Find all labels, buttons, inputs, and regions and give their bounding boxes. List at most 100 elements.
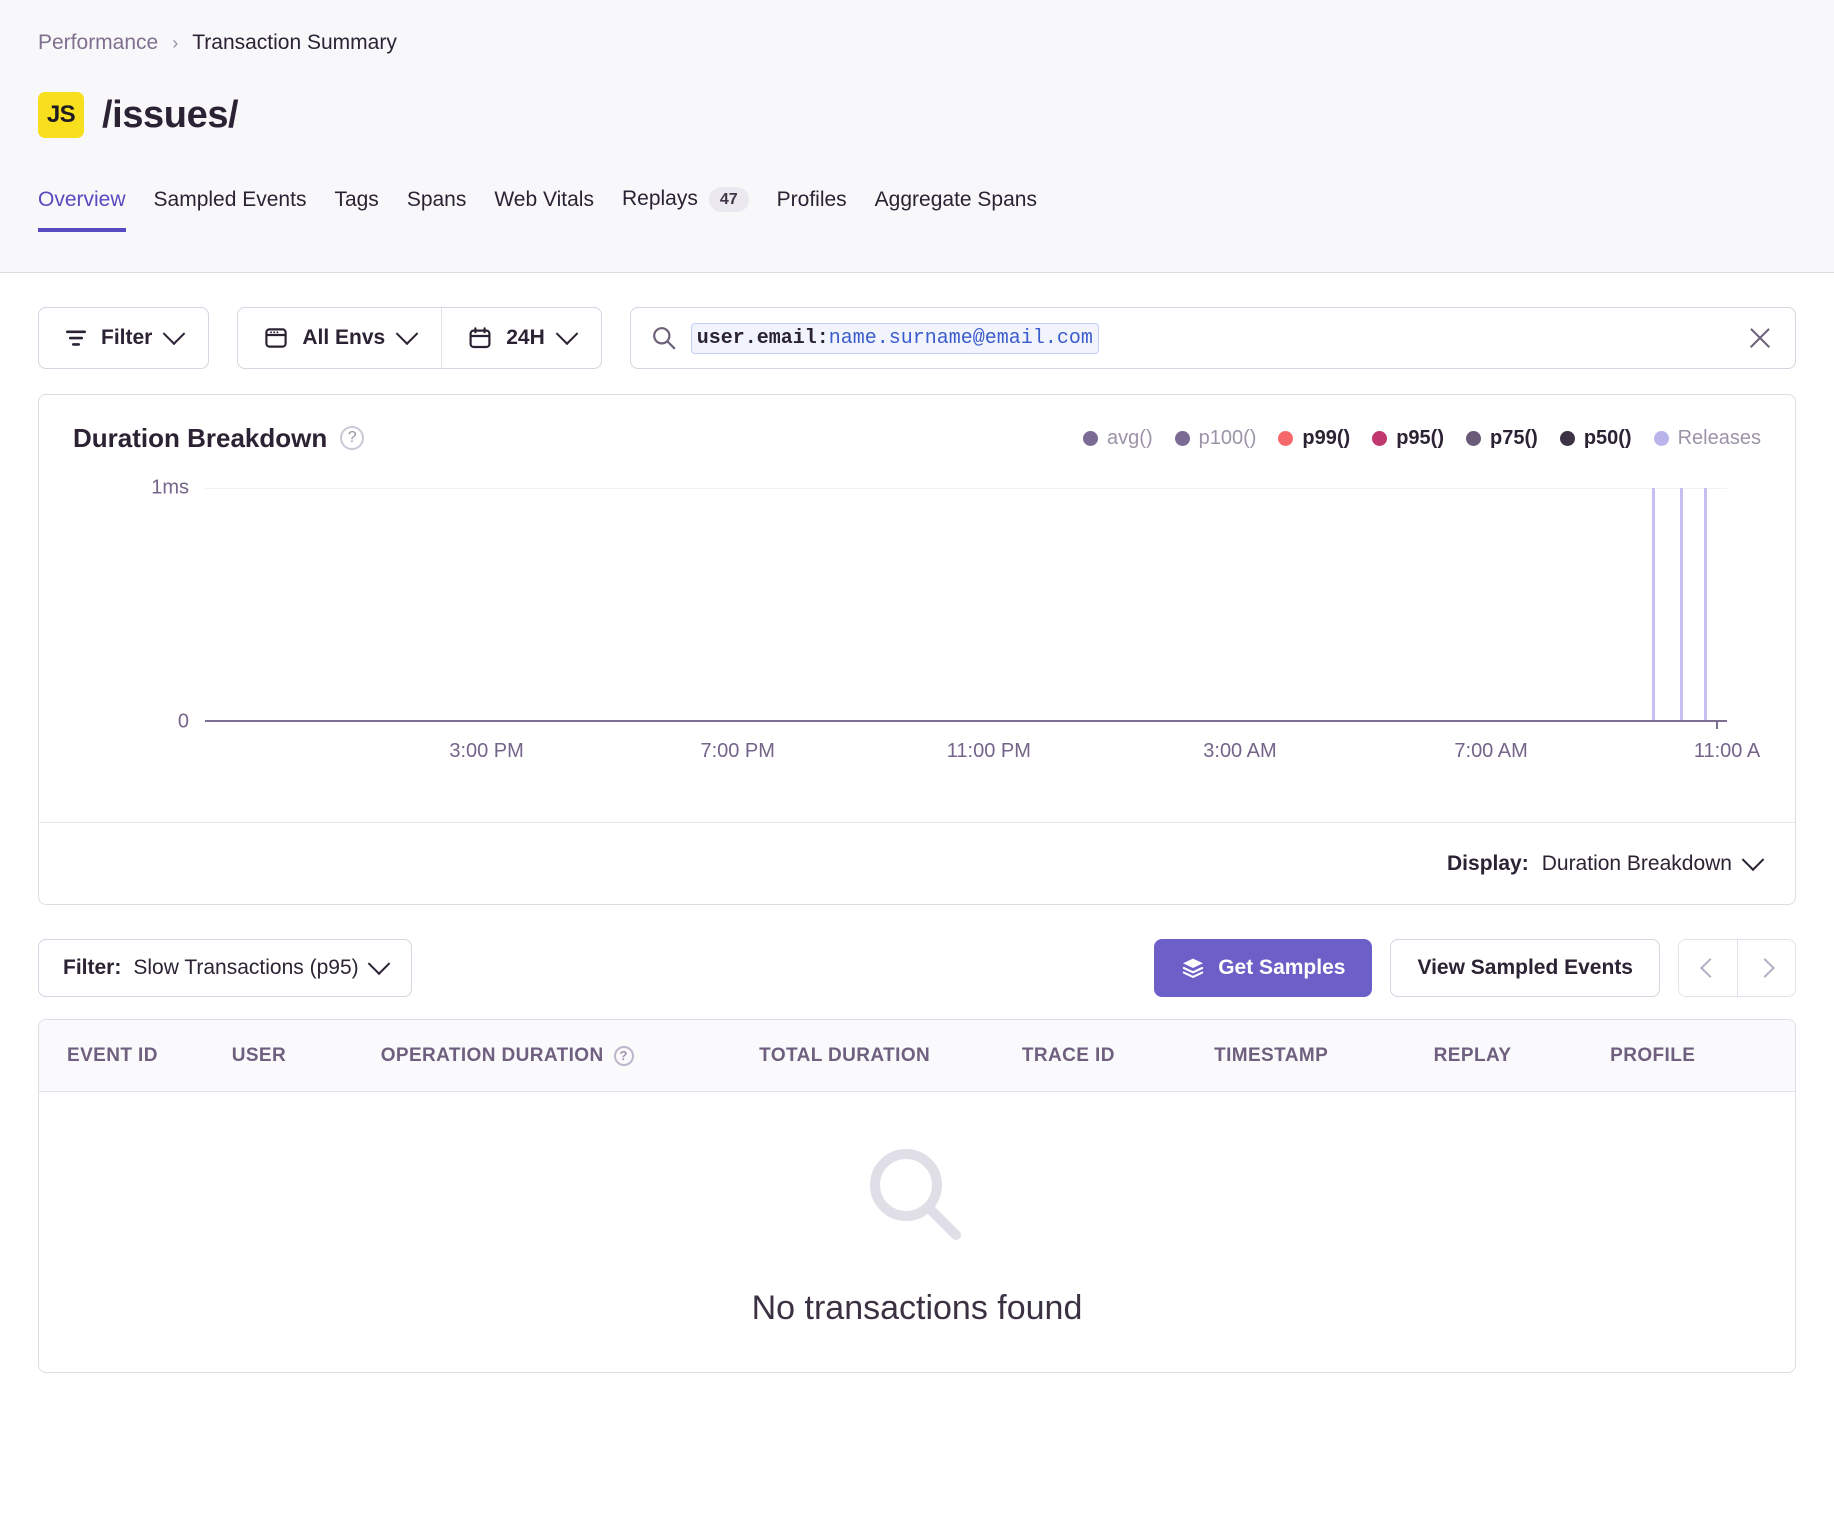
release-marker-line[interactable] — [1652, 488, 1656, 722]
tab-tags[interactable]: Tags — [334, 188, 378, 232]
x-axis-tick-labels: 3:00 PM 7:00 PM 11:00 PM 3:00 AM 7:00 AM… — [205, 740, 1760, 766]
date-range-selector[interactable]: 24H — [442, 308, 601, 368]
release-marker-line[interactable] — [1679, 488, 1683, 722]
help-icon[interactable]: ? — [340, 426, 365, 450]
tab-profiles[interactable]: Profiles — [777, 188, 847, 232]
tab-label: Tags — [334, 188, 379, 211]
x-axis-tick-label: 11:00 A — [1693, 740, 1761, 762]
legend-item-p75[interactable]: p75() — [1466, 427, 1538, 450]
tab-aggregate-spans[interactable]: Aggregate Spans — [875, 188, 1037, 232]
legend-item-p50[interactable]: p50() — [1559, 426, 1632, 450]
legend-label: avg() — [1107, 426, 1153, 449]
legend-label: p75() — [1490, 426, 1538, 449]
chevron-down-icon — [367, 952, 390, 976]
tab-label: Profiles — [776, 188, 847, 211]
column-label: REPLAY — [1433, 1044, 1512, 1066]
duration-breakdown-panel: Duration Breakdown ? avg() p100() p99() — [38, 394, 1796, 905]
tab-label: Aggregate Spans — [874, 188, 1037, 211]
tab-spans[interactable]: Spans — [407, 188, 467, 232]
title-row: JS /issues/ — [38, 88, 1796, 142]
breadcrumb: Performance › Transaction Summary — [38, 28, 1796, 58]
search-filter-token[interactable]: user.email:name.surname@email.com — [690, 322, 1099, 354]
column-label: USER — [231, 1044, 287, 1066]
page-header: Performance › Transaction Summary JS /is… — [0, 0, 1834, 273]
column-label: TIMESTAMP — [1214, 1044, 1329, 1066]
tab-label: Replays — [621, 187, 698, 211]
filter-controls-row: Filter All Envs — [38, 273, 1796, 369]
tab-label: Spans — [406, 188, 467, 211]
legend-item-avg[interactable]: avg() — [1083, 427, 1153, 450]
search-bar[interactable]: user.email:name.surname@email.com — [629, 307, 1796, 369]
chart-plot-area: 1ms 0 3:00 PM 7:00 PM 11:00 PM 3:00 AM 7… — [107, 477, 1760, 788]
main-content: Filter All Envs — [0, 273, 1834, 1373]
next-page-button[interactable] — [1737, 940, 1795, 996]
environment-label: All Envs — [302, 326, 386, 349]
view-sampled-events-button[interactable]: View Sampled Events — [1390, 939, 1660, 997]
legend-dot — [1083, 430, 1099, 446]
x-axis-tick-label: 3:00 AM — [1203, 740, 1277, 762]
search-token-value: name.surname@email.com — [828, 326, 1093, 350]
legend-label: p100() — [1198, 426, 1257, 449]
close-icon[interactable] — [1747, 325, 1773, 351]
legend-dot — [1174, 430, 1190, 446]
legend-dot — [1278, 430, 1294, 446]
chevron-down-icon[interactable] — [1741, 847, 1765, 871]
chart-title: Duration Breakdown — [73, 422, 328, 453]
column-label: TOTAL DURATION — [759, 1044, 931, 1066]
legend-item-releases[interactable]: Releases — [1653, 426, 1761, 450]
tab-label: Web Vitals — [494, 188, 594, 211]
y-axis-tick-label: 1ms — [151, 476, 189, 499]
column-header-total-duration[interactable]: TOTAL DURATION — [759, 1045, 1022, 1067]
legend-label: Releases — [1677, 426, 1761, 449]
display-label: Display: — [1447, 851, 1529, 875]
tab-label: Overview — [38, 188, 126, 211]
legend-label: p50() — [1583, 426, 1632, 449]
column-header-user[interactable]: USER — [232, 1045, 381, 1067]
help-icon[interactable]: ? — [613, 1045, 634, 1066]
view-sampled-events-label: View Sampled Events — [1417, 956, 1633, 979]
date-range-label: 24H — [506, 326, 545, 349]
tab-replays[interactable]: Replays 47 — [621, 186, 749, 232]
search-icon — [870, 1148, 961, 1240]
tab-overview[interactable]: Overview — [38, 188, 126, 232]
x-axis-tick — [1716, 722, 1719, 729]
tab-web-vitals[interactable]: Web Vitals — [494, 188, 594, 232]
column-header-trace-id[interactable]: TRACE ID — [1022, 1045, 1214, 1067]
environment-selector[interactable]: All Envs — [238, 308, 443, 368]
release-marker-line[interactable] — [1704, 488, 1708, 722]
column-header-replay[interactable]: REPLAY — [1434, 1045, 1610, 1067]
pagination — [1678, 939, 1796, 997]
legend-dot — [1372, 430, 1388, 446]
legend-item-p100[interactable]: p100() — [1174, 426, 1257, 450]
x-axis-tick-label: 3:00 PM — [449, 740, 524, 762]
y-axis-tick-label: 0 — [177, 710, 189, 733]
gridline — [205, 488, 1727, 489]
breadcrumb-performance[interactable]: Performance — [38, 31, 159, 54]
filter-button[interactable]: Filter — [38, 307, 210, 369]
get-samples-button[interactable]: Get Samples — [1154, 939, 1373, 997]
column-header-event-id[interactable]: EVENT ID — [67, 1045, 232, 1067]
column-label: EVENT ID — [67, 1044, 158, 1066]
x-axis-tick-label: 11:00 PM — [946, 740, 1031, 762]
display-dropdown-value[interactable]: Duration Breakdown — [1541, 851, 1732, 875]
empty-state-message: No transactions found — [751, 1288, 1083, 1327]
empty-state: No transactions found — [39, 1092, 1795, 1372]
tab-sampled-events[interactable]: Sampled Events — [154, 188, 307, 232]
legend-item-p95[interactable]: p95() — [1372, 427, 1444, 450]
chevron-down-icon — [395, 322, 419, 346]
replays-count-badge: 47 — [708, 186, 749, 212]
legend-dot — [1466, 430, 1482, 446]
column-header-timestamp[interactable]: TIMESTAMP — [1214, 1045, 1434, 1067]
previous-page-button[interactable] — [1679, 940, 1737, 996]
chevron-left-icon — [1700, 958, 1720, 978]
column-label: PROFILE — [1610, 1044, 1696, 1066]
transaction-filter-select[interactable]: Filter: Slow Transactions (p95) — [38, 939, 412, 997]
get-samples-label: Get Samples — [1218, 956, 1346, 979]
column-header-operation-duration[interactable]: OPERATION DURATION ? — [381, 1045, 759, 1067]
legend-item-p99[interactable]: p99() — [1278, 427, 1350, 450]
column-label: OPERATION DURATION — [380, 1044, 604, 1066]
column-header-profile[interactable]: PROFILE — [1610, 1045, 1767, 1067]
chart-legend: avg() p100() p99() p95() — [1083, 427, 1761, 450]
legend-label: p99() — [1302, 426, 1351, 449]
legend-dot — [1559, 430, 1575, 446]
